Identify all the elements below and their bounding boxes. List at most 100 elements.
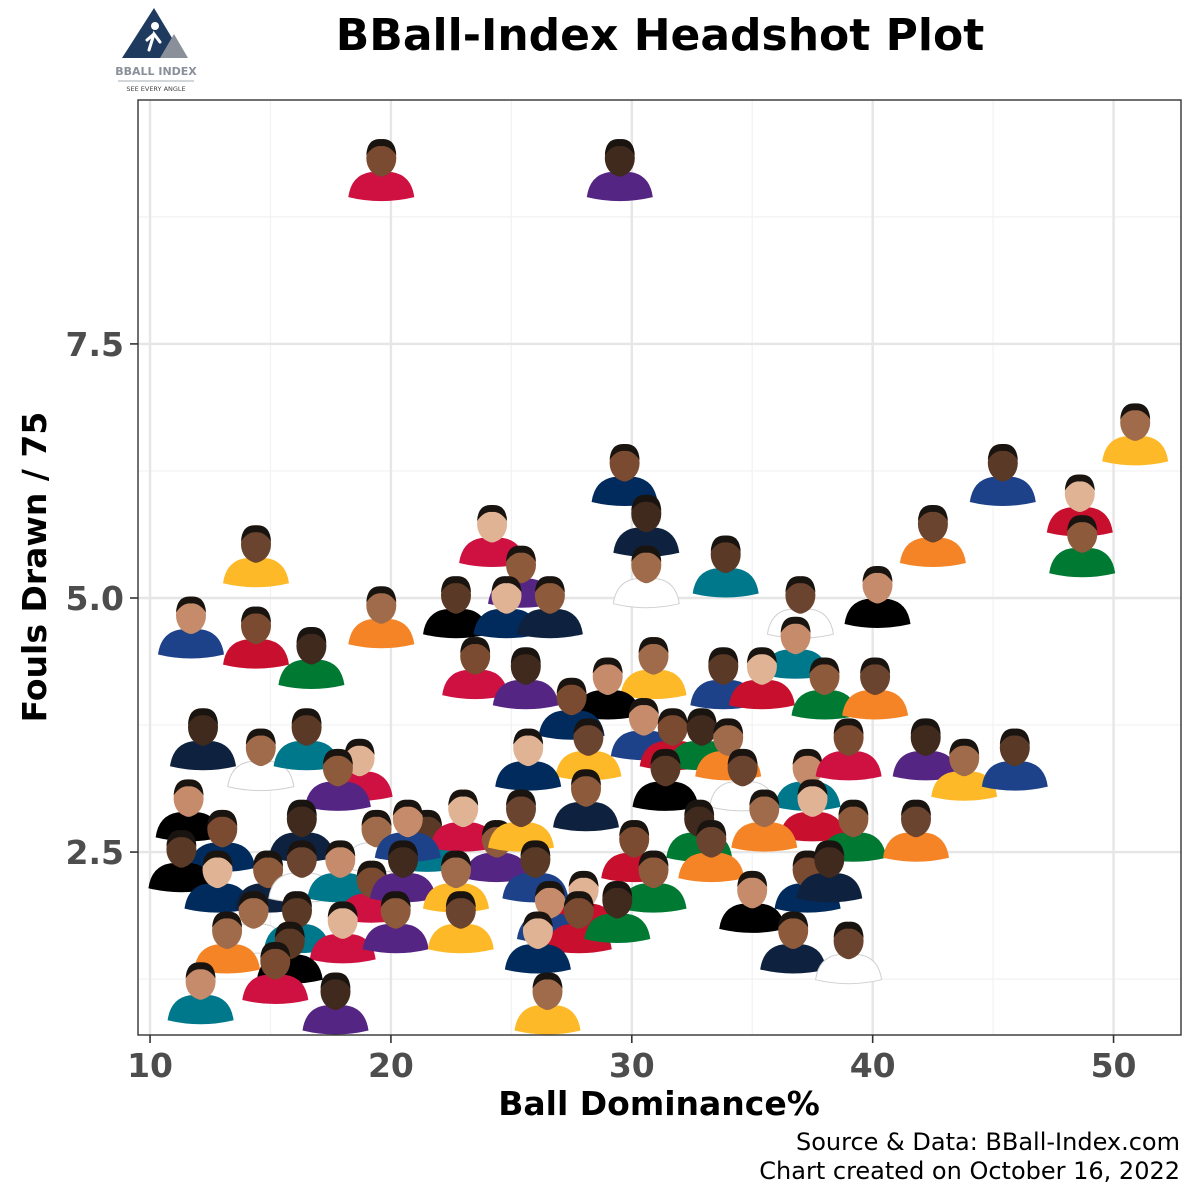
face-shape (506, 546, 536, 583)
jersey-shape (463, 853, 530, 883)
face-shape (917, 506, 948, 542)
face-shape (833, 922, 864, 959)
hair-shape (185, 962, 216, 979)
hair-shape (356, 860, 387, 877)
jersey-shape (223, 558, 289, 588)
hair-shape (286, 799, 317, 816)
hair-shape (392, 799, 423, 816)
face-shape (238, 892, 269, 929)
face-shape (506, 790, 536, 827)
hair-shape (999, 728, 1030, 745)
hair-shape (460, 637, 491, 654)
jersey-shape (969, 477, 1036, 506)
face-shape (746, 648, 777, 685)
jersey-shape (899, 538, 966, 567)
jersey-shape (613, 527, 680, 557)
face-shape (602, 882, 633, 918)
jersey-shape (170, 741, 236, 771)
creation-date: Chart created on October 16, 2022 (759, 1157, 1180, 1185)
player-headshot-point (731, 789, 798, 852)
face-shape (245, 729, 276, 766)
player-headshot-point (223, 525, 289, 588)
face-shape (862, 567, 893, 603)
face-shape (833, 719, 864, 756)
face-shape (185, 963, 216, 1000)
face-shape (650, 749, 681, 786)
jersey-shape (620, 670, 687, 700)
face-shape (814, 841, 845, 878)
player-headshot-point (302, 972, 369, 1035)
jersey-shape (227, 761, 295, 792)
jersey-shape (362, 924, 429, 954)
player-headshot-point (883, 799, 949, 862)
jersey-shape (278, 660, 345, 689)
logo-mark-icon: BBALL INDEX SEE EVERY ANGLE (115, 8, 197, 93)
hair-shape (860, 657, 891, 674)
chart-caption: Source & Data: BBall-Index.com Chart cre… (759, 1128, 1180, 1186)
chart-title: BBall-Index Headshot Plot (335, 10, 985, 61)
hair-shape (344, 738, 375, 755)
face-shape (619, 821, 650, 858)
player-headshot-point (167, 962, 234, 1025)
face-shape (241, 526, 271, 563)
player-headshot-point (719, 870, 786, 933)
face-shape (628, 699, 659, 736)
hair-shape (534, 576, 565, 593)
jersey-shape (184, 883, 251, 913)
hair-shape (274, 921, 305, 938)
face-shape (176, 597, 206, 634)
face-shape (522, 912, 553, 949)
player-headshot-point (495, 728, 562, 791)
player-headshot-point (348, 586, 415, 649)
face-shape (477, 506, 508, 542)
hair-shape (987, 443, 1018, 460)
player-headshot-point (815, 718, 882, 781)
player-headshot-point (678, 820, 745, 883)
hair-shape (188, 708, 218, 725)
jersey-shape (302, 1005, 369, 1035)
player-headshot-point (613, 494, 680, 557)
hair-shape (814, 840, 845, 857)
y-tick-label: 7.5 (66, 325, 124, 364)
x-tick-label: 30 (609, 1046, 655, 1085)
face-shape (327, 902, 358, 939)
player-headshot-point (586, 139, 653, 202)
jersey-shape (584, 914, 651, 943)
player-headshot-point (844, 565, 911, 628)
face-shape (999, 729, 1030, 766)
face-shape (202, 851, 233, 888)
player-headshot-point (170, 708, 236, 771)
player-headshot-point (555, 718, 622, 781)
jersey-shape (728, 680, 795, 710)
player-headshot-point (899, 504, 966, 567)
hair-shape (173, 779, 204, 796)
hair-shape (563, 891, 594, 908)
player-headshot-point (492, 647, 559, 710)
player-headshot-point (278, 626, 345, 689)
hair-shape (650, 748, 681, 765)
player-headshot-point (427, 891, 494, 954)
face-shape (291, 709, 322, 746)
face-shape (631, 495, 662, 532)
jersey-shape (555, 751, 622, 781)
hair-shape (901, 799, 931, 816)
hair-shape (838, 799, 869, 816)
jersey-shape (931, 771, 998, 801)
face-shape (460, 638, 491, 675)
x-tick-label: 20 (368, 1046, 414, 1085)
logo-name: BBALL INDEX (115, 65, 197, 78)
face-shape (571, 770, 601, 807)
hair-shape (746, 647, 777, 664)
jersey-shape (692, 568, 759, 598)
jersey-shape (892, 751, 959, 781)
hair-shape (631, 545, 662, 562)
jersey-shape (516, 609, 583, 639)
face-shape (1067, 516, 1098, 553)
face-shape (657, 709, 688, 746)
hair-shape (1067, 515, 1098, 532)
face-shape (713, 719, 744, 756)
face-shape (380, 892, 411, 929)
face-shape (592, 658, 623, 695)
player-headshot-point (931, 738, 998, 801)
jersey-shape (514, 1005, 581, 1035)
